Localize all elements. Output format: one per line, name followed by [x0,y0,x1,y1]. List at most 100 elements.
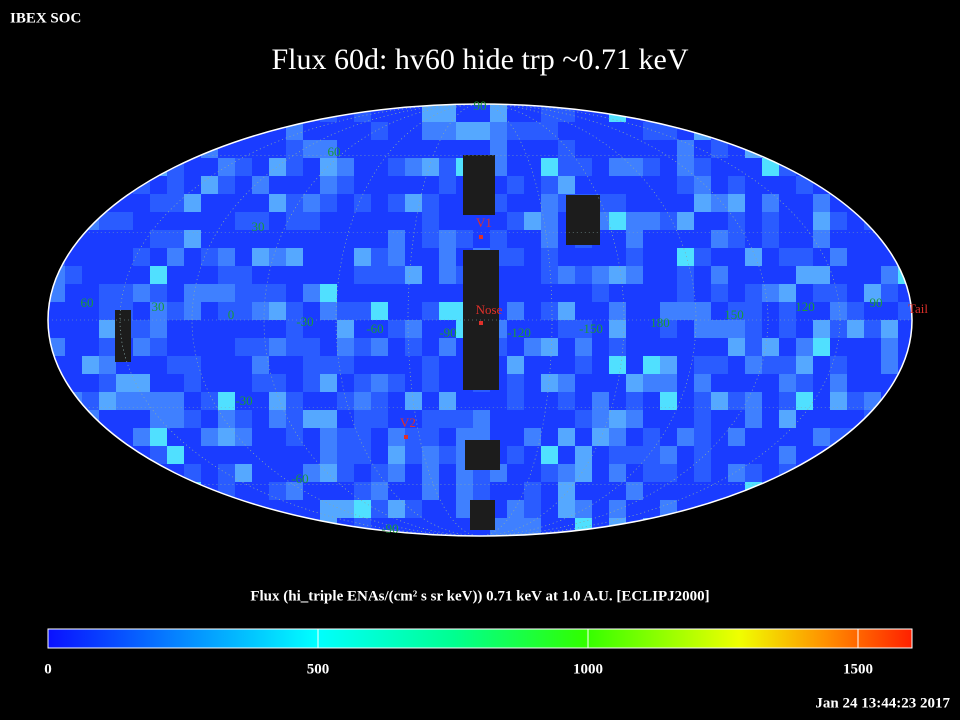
map-tile [541,410,558,428]
map-tile [711,374,728,392]
map-tile [711,158,728,176]
map-tile [388,302,405,320]
map-tile [405,266,422,284]
map-tile [728,176,745,194]
map-tile [252,248,269,266]
map-tile [286,464,303,482]
map-tile [626,356,643,374]
map-tile [592,356,609,374]
map-tile [507,518,524,536]
map-tile [779,392,796,410]
map-tile [337,500,354,518]
map-tile [252,464,269,482]
map-tile [864,266,881,284]
map-tile [405,464,422,482]
map-tile [575,248,592,266]
map-tile [745,158,762,176]
map-tile [813,410,830,428]
map-tile [388,158,405,176]
map-tile [558,482,575,500]
map-tile [150,230,167,248]
map-tile [218,464,235,482]
map-tile [133,338,150,356]
map-tile [694,266,711,284]
map-tile [558,302,575,320]
map-tile [201,176,218,194]
map-tile [677,230,694,248]
map-tile [660,302,677,320]
map-tile [762,266,779,284]
map-tile [99,266,116,284]
map-tile [609,320,626,338]
marker-label: V1 [476,215,492,230]
map-tile [507,356,524,374]
map-tile [609,212,626,230]
map-tile [405,356,422,374]
map-tile [762,356,779,374]
map-tile [354,194,371,212]
map-tile [796,320,813,338]
map-tile [337,392,354,410]
map-tile [592,392,609,410]
map-tile [286,410,303,428]
map-tile [677,338,694,356]
map-tile [439,320,456,338]
map-tile [320,374,337,392]
map-tile [99,230,116,248]
map-tile [507,248,524,266]
map-tile [490,392,507,410]
map-tile [660,266,677,284]
map-tile [371,410,388,428]
map-tile [184,284,201,302]
map-tile [813,374,830,392]
map-tile [218,248,235,266]
map-tile [388,464,405,482]
map-tile [779,248,796,266]
map-tile [575,446,592,464]
map-tile [371,248,388,266]
map-tile [626,320,643,338]
map-tile [388,230,405,248]
map-tile [558,446,575,464]
map-tile [235,428,252,446]
map-tile [711,176,728,194]
colorbar-tick-label: 1000 [573,661,603,677]
map-tile [354,248,371,266]
map-tile [371,284,388,302]
map-tile [286,176,303,194]
map-tile [677,464,694,482]
map-tile [286,194,303,212]
map-tile [694,410,711,428]
map-tile [592,176,609,194]
map-tile [354,500,371,518]
map-tile [507,140,524,158]
map-tile [813,230,830,248]
map-tile [796,428,813,446]
map-tile [796,230,813,248]
map-tile [354,320,371,338]
map-tile [813,284,830,302]
map-tile [133,374,150,392]
map-tile [337,464,354,482]
map-tile [286,482,303,500]
map-tile [473,140,490,158]
map-tile [677,284,694,302]
map-tile [133,212,150,230]
map-tile [881,356,898,374]
map-tile [167,356,184,374]
map-tile [660,410,677,428]
map-tile [660,230,677,248]
map-tile [694,428,711,446]
map-tile [82,320,99,338]
map-tile [439,176,456,194]
map-tile [762,194,779,212]
map-tile [694,356,711,374]
map-tile [201,464,218,482]
map-tile [235,140,252,158]
map-tile [218,374,235,392]
map-tile [745,176,762,194]
map-tile [694,464,711,482]
map-tile [711,356,728,374]
map-tile [609,356,626,374]
map-tile [643,392,660,410]
